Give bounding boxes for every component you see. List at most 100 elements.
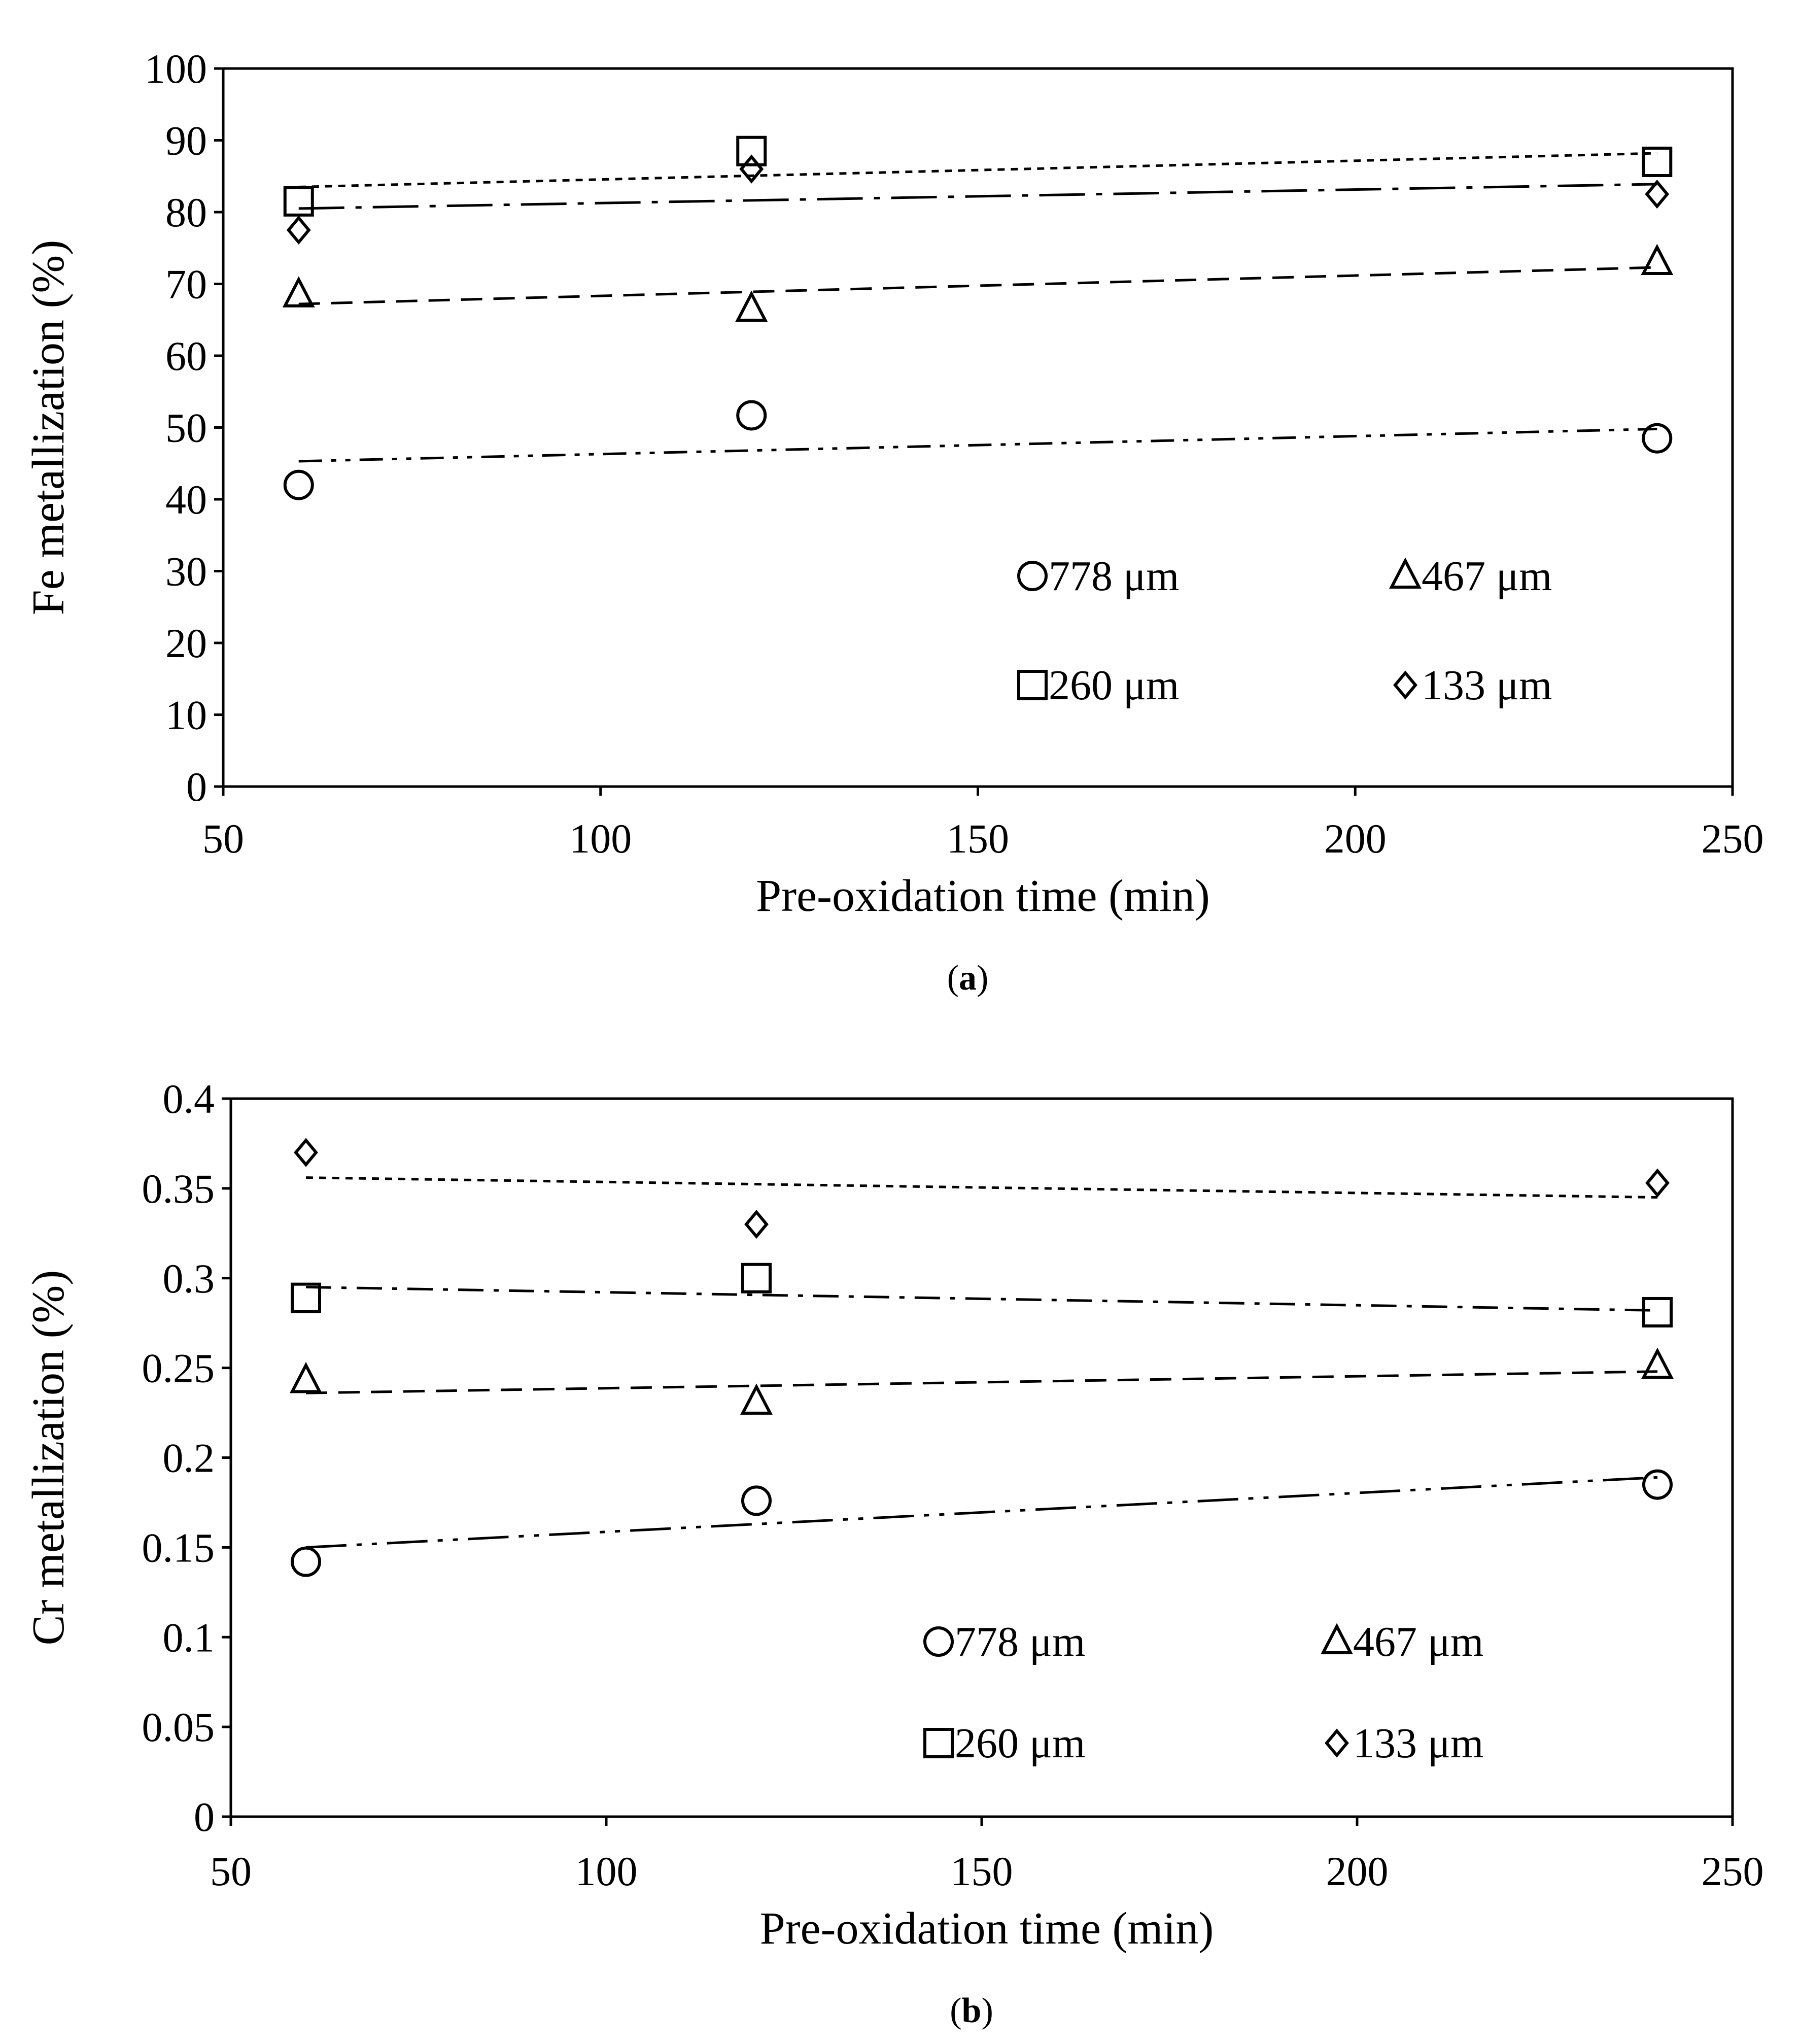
panel-a-legend-square-icon — [1017, 670, 1048, 700]
panel-b-series-circle-point-shape — [1642, 1469, 1673, 1500]
panel-b-series-diamond-trendline — [305, 1176, 1658, 1199]
panel-b-x-tick-label: 50 — [210, 1848, 252, 1894]
panel-b-series-circle-point-shape — [741, 1485, 772, 1516]
panel-b-series-triangle-point — [1641, 1347, 1674, 1379]
panel-a-y-tick-label: 80 — [165, 189, 207, 235]
panel-b-legend-label: 260 μm — [955, 1720, 1085, 1767]
panel-a-legend-label: 467 μm — [1422, 553, 1552, 600]
panel-b-legend-label: 778 μm — [955, 1618, 1085, 1665]
panel-a-series-square-trendline — [298, 152, 1657, 188]
panel-b-y-tick-label: 0 — [194, 1794, 215, 1840]
panel-b-legend-triangle-icon — [1321, 1623, 1353, 1654]
panel-a-legend-square-icon-shape — [1017, 670, 1048, 700]
panel-b-series-square-point-shape — [1642, 1297, 1673, 1327]
panel-b-series-diamond-point-shape — [294, 1138, 318, 1167]
panel-a-legend-item: 260 μm — [1017, 662, 1179, 709]
panel-b-series-diamond-point — [744, 1209, 769, 1239]
panel-a-legend-circle-icon-shape — [1017, 561, 1048, 591]
panel-a-series-circle-point-shape — [1642, 423, 1673, 454]
panel-a-series-diamond-point — [1645, 179, 1670, 209]
panel-b-series-circle-point — [1642, 1469, 1673, 1500]
panel-b-series-circle-trendline — [305, 1476, 1658, 1549]
panel-a-y-tick-label: 60 — [165, 333, 207, 379]
panel-a-y-tick-label: 20 — [165, 620, 207, 666]
panel-a-y-tick-label: 10 — [165, 692, 207, 738]
panel-a-legend-item: 778 μm — [1017, 553, 1179, 600]
panel-a-legend-label: 133 μm — [1422, 662, 1552, 709]
panel-b-series-triangle-point-shape — [290, 1361, 322, 1393]
panel-b-x-tick-label: 200 — [1326, 1848, 1389, 1894]
panel-a-legend: 778 μm 467 μm 260 μm 133 μm — [1017, 553, 1552, 709]
panel-b-legend-label: 467 μm — [1353, 1618, 1483, 1665]
panel-a-y-axis-label: Fe metallization (%) — [23, 240, 74, 616]
panel-b-series-diamond — [294, 1138, 1670, 1239]
panel-a-series-diamond-trendline — [298, 183, 1657, 210]
panel-b-legend-item: 778 μm — [923, 1618, 1085, 1665]
panel-b-y-tick-label: 0.2 — [163, 1435, 215, 1481]
panel-b-series-triangle-point — [740, 1383, 773, 1415]
panel-b-legend-circle-icon — [923, 1626, 954, 1657]
panel-a-series-square — [283, 135, 1673, 217]
panel-b-series-diamond-point — [294, 1138, 318, 1167]
panel-a-series-diamond-point-shape — [1645, 179, 1670, 209]
panel-a-x-tick-label: 250 — [1702, 815, 1764, 862]
panel-a-series-square-point — [283, 186, 314, 217]
panel-b-series-circle-point-shape — [291, 1546, 321, 1577]
panel-b-series-triangle — [290, 1347, 1674, 1415]
panel-b-series-triangle-point-shape — [1641, 1347, 1674, 1379]
panel-a-series-triangle — [282, 244, 1674, 322]
panel-a-series-triangle-point — [282, 276, 315, 308]
panel-a-y-tick-label: 0 — [186, 764, 207, 810]
panel-b-legend-item: 260 μm — [923, 1720, 1085, 1767]
panel-a-legend-circle-icon — [1017, 561, 1048, 591]
panel-b-series-circle-point — [291, 1546, 321, 1577]
panel-b-caption-open: ( — [950, 1991, 961, 2030]
panel-a-legend-label: 778 μm — [1049, 553, 1179, 600]
panel-b-plot-frame — [229, 1097, 1734, 1818]
panel-b-y-axis-label: Cr metallization (%) — [23, 1270, 74, 1646]
panel-b-legend-diamond-icon-shape — [1325, 1728, 1349, 1758]
panel-b-y-tick-label: 0.3 — [163, 1255, 215, 1302]
panel-a-series-triangle-trendline — [298, 266, 1657, 305]
panel-b-legend: 778 μm 467 μm 260 μm 133 μm — [923, 1618, 1483, 1767]
panel-b-series-square-trendline — [305, 1285, 1658, 1312]
panel-b-series-diamond-point — [1645, 1168, 1670, 1198]
panel-a-legend-triangle-icon-shape — [1389, 557, 1422, 589]
panel-b-y-tick-label: 0.4 — [163, 1076, 215, 1122]
panel-a-series-square-point-shape — [1642, 146, 1673, 177]
panel-b-series-square-point-shape — [291, 1282, 321, 1313]
panel-b-x-tick-label: 250 — [1702, 1848, 1764, 1894]
panel-a-y-tick-label: 50 — [165, 405, 207, 451]
panel-a-legend-diamond-icon — [1393, 670, 1417, 700]
panel-b-series-triangle-point-shape — [740, 1383, 773, 1415]
panel-a-series-diamond-point — [286, 215, 311, 245]
panel-a-series-triangle-point-shape — [735, 290, 768, 322]
panel-a-caption-open: ( — [947, 959, 959, 998]
panel-a-series-circle-point — [1642, 423, 1673, 454]
panel-b-y-tick-label: 0.1 — [163, 1614, 215, 1660]
panel-a-series-triangle-point-shape — [282, 276, 315, 308]
panel-b-legend-item: 133 μm — [1325, 1720, 1483, 1767]
panel-a-caption: (a) — [947, 959, 989, 998]
panel-b-series-square-point — [741, 1263, 772, 1293]
panel-a-legend-triangle-icon — [1389, 557, 1422, 589]
panel-a-series-circle-point-shape — [283, 469, 314, 500]
panel-a: 0 10 20 30 40 50 60 70 80 90 100 50 100 150 200 250 Pre-… — [23, 46, 1764, 998]
panel-a-x-tick-label: 200 — [1324, 815, 1387, 862]
panel-a-series-square-point — [1642, 146, 1673, 177]
panel-a-series-square-point-shape — [283, 186, 314, 217]
panel-b-legend-square-icon-shape — [923, 1728, 954, 1758]
panel-a-series-triangle-point — [1641, 244, 1674, 276]
panel-a-series-circle-point — [736, 400, 767, 431]
panel-b-y-tick-label: 0.05 — [142, 1704, 215, 1750]
panel-b-caption-letter: b — [962, 1991, 982, 2030]
panel-a-series-triangle-point — [735, 290, 768, 322]
panel-a-series-square-point-shape — [736, 135, 767, 166]
panel-a-legend-item: 467 μm — [1389, 553, 1552, 600]
panel-a-series-circle-point-shape — [736, 400, 767, 431]
panel-b-y-tick-label: 0.25 — [142, 1345, 215, 1391]
panel-b-legend-label: 133 μm — [1353, 1720, 1483, 1767]
panel-b-legend-square-icon — [923, 1728, 954, 1758]
panel-b-y-tick-label: 0.35 — [142, 1166, 215, 1212]
panel-a-series-diamond-point-shape — [739, 154, 764, 184]
